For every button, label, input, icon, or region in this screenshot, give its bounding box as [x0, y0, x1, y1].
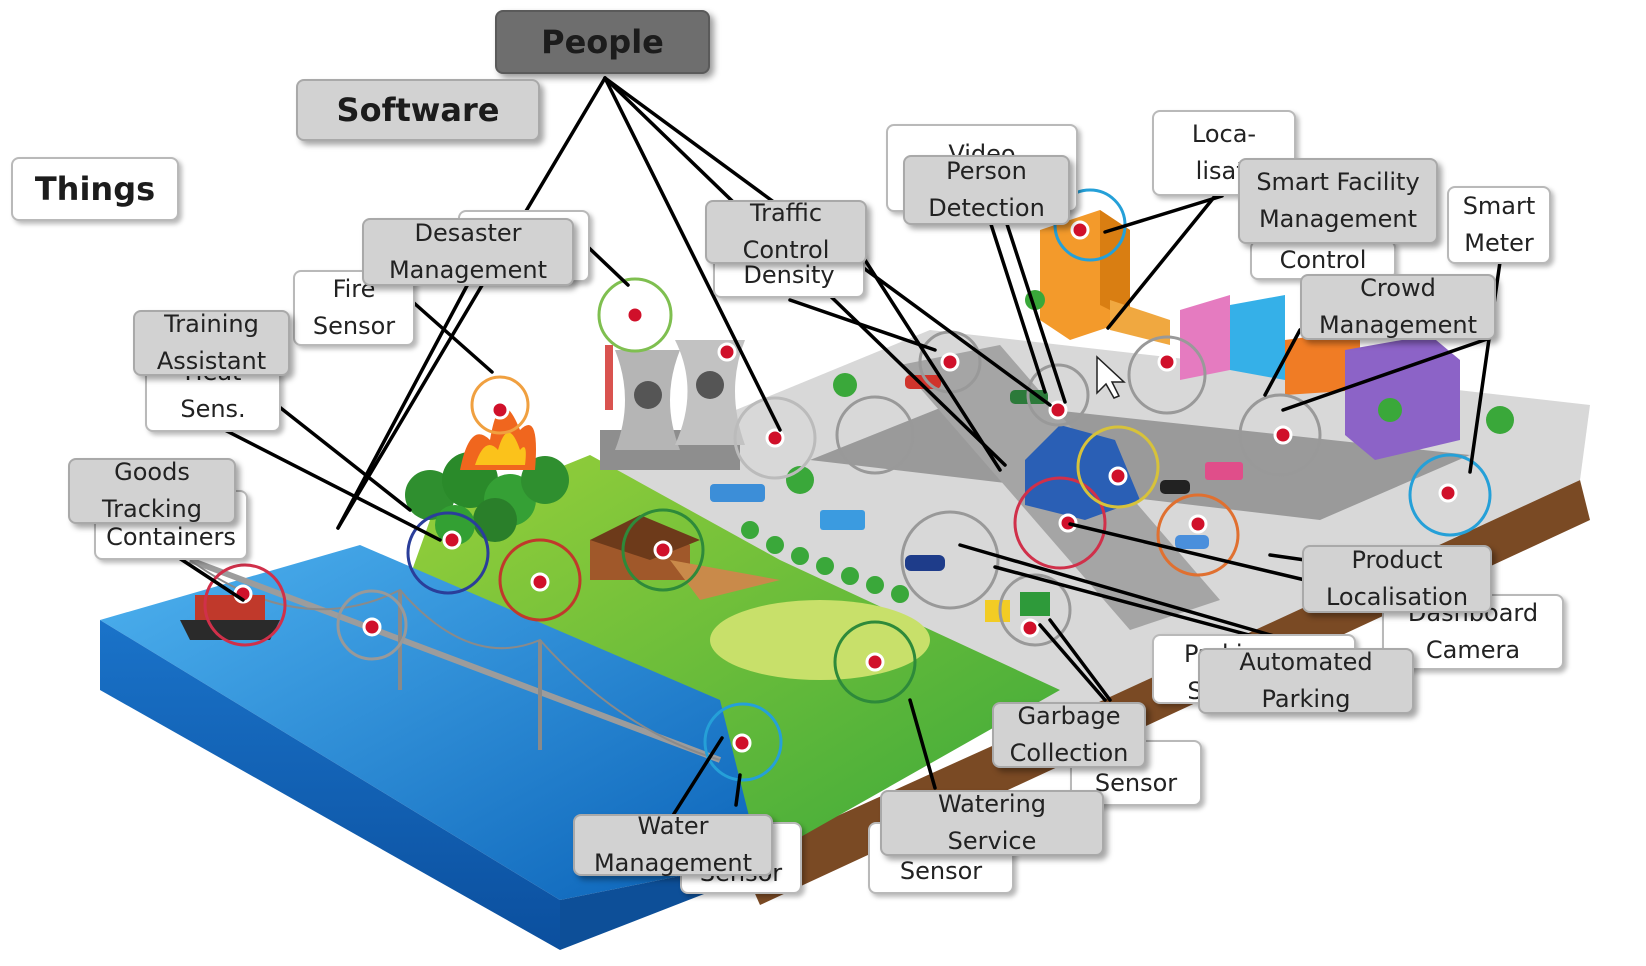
software-header: Software — [296, 79, 540, 141]
sea-side — [100, 620, 560, 950]
localisation-label: Loca- lisati — [1152, 110, 1296, 196]
crowd-management-label: Crowd Management — [1300, 274, 1496, 340]
goods-tracking-label: Goods Tracking — [68, 458, 236, 524]
mouse-cursor-icon — [1096, 355, 1126, 399]
people-header: People — [495, 10, 710, 74]
water-management-label: Water Management — [573, 812, 773, 877]
smart-facility-label: Smart Facility Management — [1238, 158, 1438, 244]
automated-parking-label: Automated Parking — [1198, 648, 1414, 714]
product-localisation-label: Product Localisation — [1302, 545, 1492, 613]
training-assistant-label: Training Assistant — [133, 310, 290, 376]
golf-green — [710, 600, 930, 680]
city-buildings — [1025, 210, 1460, 520]
forest — [405, 452, 569, 545]
person-detection-label: Person Detection — [903, 155, 1070, 225]
watering-service-label: Watering Service — [880, 790, 1104, 856]
fire — [460, 407, 536, 470]
traffic-control-label: Traffic Control — [705, 199, 867, 264]
garbage-collection-label: Garbage Collection — [992, 702, 1146, 768]
heat-sensor-label: Heat Sens. — [145, 358, 281, 432]
nuclear-plant — [600, 340, 745, 470]
grass-area — [380, 455, 1060, 860]
sensor-dots — [233, 220, 1458, 753]
control-label: Control — [1250, 240, 1396, 280]
cargo-ship — [180, 595, 280, 640]
desaster-management-label: Desaster Management — [362, 218, 574, 286]
smart-meter-label: Smart Meter — [1447, 186, 1551, 264]
vehicles — [710, 375, 1243, 622]
things-header: Things — [11, 157, 179, 221]
